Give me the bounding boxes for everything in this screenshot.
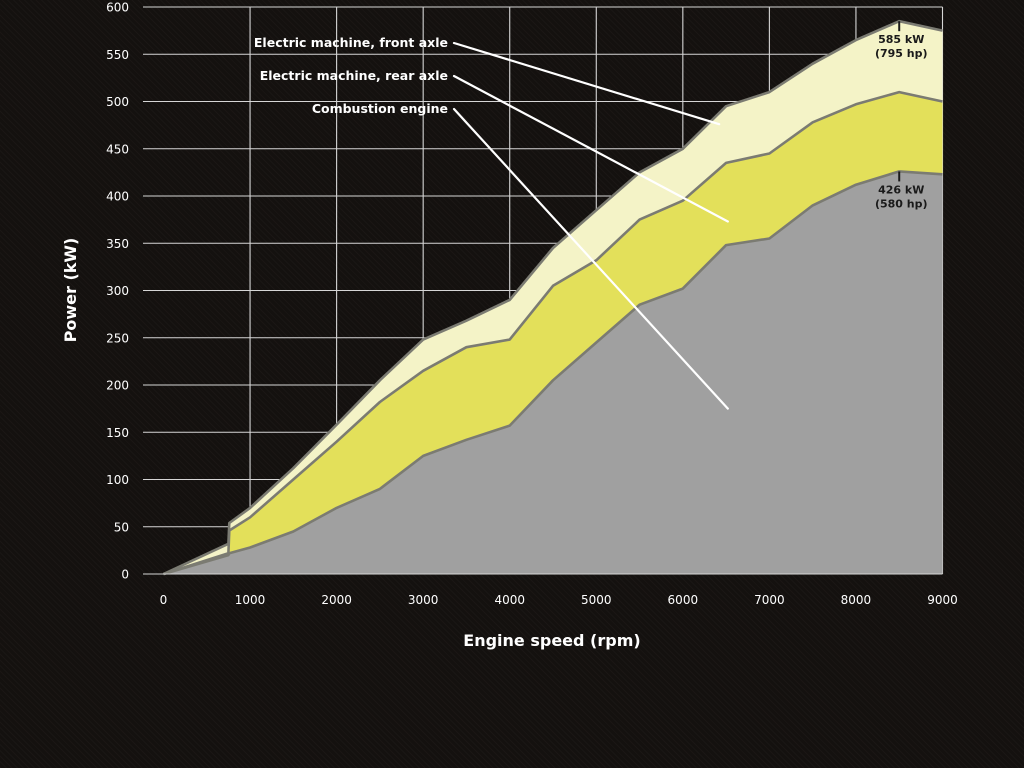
area-rear-axle (163, 92, 943, 574)
y-tick-label: 200 (106, 379, 129, 393)
y-tick-label: 150 (106, 426, 129, 440)
area-front-axle (163, 21, 943, 574)
callout-leader-line (452, 107, 729, 410)
annotation-value-kw: 426 kW (878, 183, 924, 196)
x-tick-label: 9000 (927, 593, 958, 607)
y-axis-title: Power (kW) (61, 238, 80, 343)
line-combustion-engine (163, 170, 943, 576)
annotation-value-hp: (580 hp) (875, 197, 928, 210)
annotation-value-hp: (795 hp) (875, 47, 928, 60)
y-tick-label: 500 (106, 95, 129, 109)
y-tick-label: 250 (106, 331, 129, 345)
y-tick-label: 50 (114, 520, 129, 534)
callout-leader-line (452, 41, 721, 126)
x-tick-label: 6000 (668, 593, 699, 607)
x-tick-label: 3000 (408, 593, 439, 607)
stacked-areas (143, 19, 943, 576)
x-tick-label: 7000 (754, 593, 785, 607)
y-tick-label: 350 (106, 237, 129, 251)
callout-label: Electric machine, rear axle (260, 68, 448, 83)
callout-leader-line (452, 74, 729, 223)
x-tick-label: 8000 (841, 593, 872, 607)
y-tick-label: 400 (106, 190, 129, 204)
y-tick-label: 600 (106, 1, 129, 15)
x-tick-label: 0 (160, 593, 168, 607)
y-tick-label: 300 (106, 284, 129, 298)
series-callouts: Electric machine, front axle Electric mac… (254, 35, 729, 410)
x-axis-title: Engine speed (rpm) (463, 631, 640, 650)
y-tick-label: 450 (106, 142, 129, 156)
area-combustion-engine (163, 171, 943, 574)
x-tick-label: 1000 (235, 593, 266, 607)
line-rear-axle (163, 90, 943, 576)
y-tick-label: 100 (106, 473, 129, 487)
x-tick-label: 2000 (321, 593, 352, 607)
peak-annotations: 585 kW(795 hp) 426 kW(580 hp) (875, 21, 928, 210)
x-tick-label: 5000 (581, 593, 612, 607)
callout-label: Electric machine, front axle (254, 35, 448, 50)
callout-label: Combustion engine (312, 101, 448, 116)
line-front-axle (162, 19, 943, 576)
y-tick-label: 550 (106, 48, 129, 62)
y-tick-label: 0 (121, 568, 129, 582)
annotation-value-kw: 585 kW (878, 33, 924, 46)
x-tick-label: 4000 (494, 593, 525, 607)
